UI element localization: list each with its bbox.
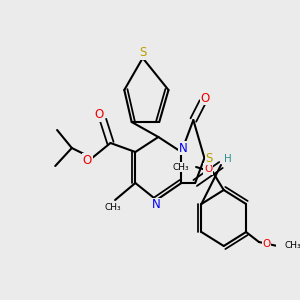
Text: O: O	[262, 239, 271, 249]
Text: CH₃: CH₃	[105, 203, 122, 212]
Text: O: O	[83, 154, 92, 166]
Text: N: N	[152, 199, 161, 212]
Text: O: O	[95, 109, 104, 122]
Text: CH₃: CH₃	[172, 163, 189, 172]
Text: S: S	[139, 46, 146, 59]
Text: H: H	[224, 154, 232, 164]
Text: O: O	[201, 92, 210, 104]
Text: S: S	[205, 152, 213, 164]
Text: CH₃: CH₃	[285, 242, 300, 250]
Text: N: N	[179, 142, 188, 154]
Text: O: O	[204, 164, 212, 174]
